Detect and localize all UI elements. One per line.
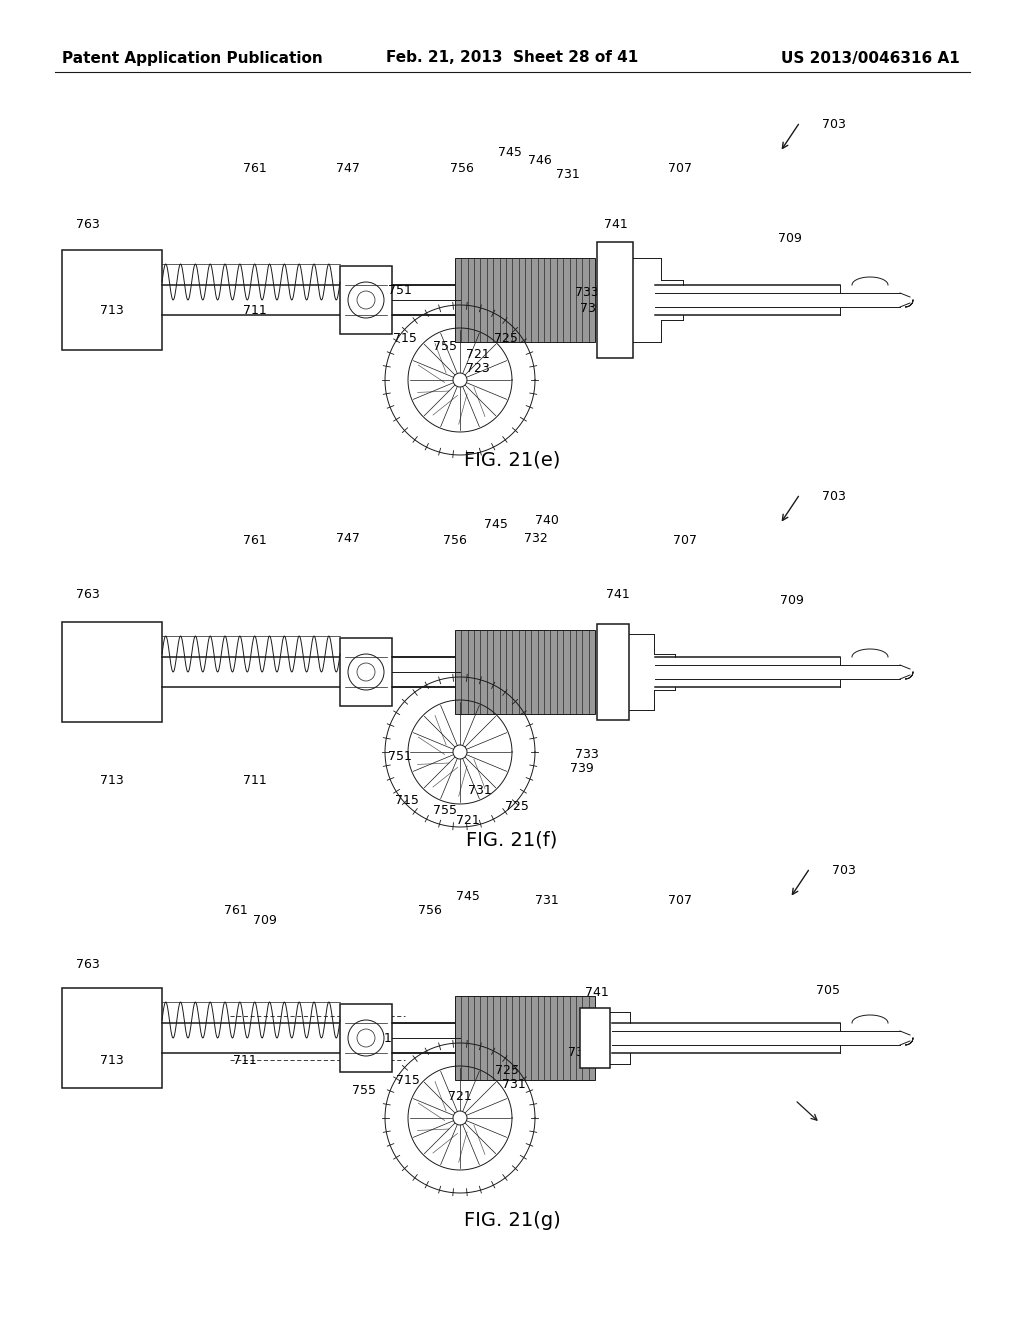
Text: 761: 761 [243, 533, 267, 546]
Text: 747: 747 [336, 161, 360, 174]
Text: 731: 731 [536, 894, 559, 907]
Text: 746: 746 [528, 153, 552, 166]
Text: 713: 713 [100, 774, 124, 787]
Text: 755: 755 [352, 1084, 376, 1097]
Circle shape [348, 282, 384, 318]
Circle shape [357, 290, 375, 309]
Bar [62, 987, 162, 1088]
Text: 763: 763 [76, 958, 100, 972]
Text: 711: 711 [233, 1053, 257, 1067]
Text: 703: 703 [822, 491, 846, 503]
Text: 755: 755 [433, 804, 457, 817]
Bar [340, 1005, 392, 1072]
Text: 733: 733 [568, 1045, 592, 1059]
Text: 713: 713 [100, 1053, 124, 1067]
Text: 715: 715 [396, 1073, 420, 1086]
Text: 725: 725 [495, 1064, 519, 1077]
Text: 703: 703 [831, 865, 856, 878]
Text: 725: 725 [494, 331, 518, 345]
Text: 741: 741 [585, 986, 609, 998]
Text: 756: 756 [418, 903, 442, 916]
Text: 731: 731 [502, 1077, 526, 1090]
Circle shape [453, 744, 467, 759]
Text: 725: 725 [505, 800, 529, 813]
Bar [62, 622, 162, 722]
Text: 761: 761 [224, 903, 248, 916]
Circle shape [348, 1020, 384, 1056]
Text: 709: 709 [778, 231, 802, 244]
Text: 739: 739 [581, 301, 604, 314]
Text: 747: 747 [336, 532, 360, 544]
Text: FIG. 21(f): FIG. 21(f) [466, 830, 558, 850]
Circle shape [348, 653, 384, 690]
Bar [597, 242, 633, 358]
Bar [580, 1008, 610, 1068]
Text: 755: 755 [433, 339, 457, 352]
Text: 731: 731 [468, 784, 492, 796]
Text: 745: 745 [456, 890, 480, 903]
Text: 707: 707 [668, 161, 692, 174]
Text: 711: 711 [243, 774, 267, 787]
Circle shape [357, 663, 375, 681]
Text: 756: 756 [443, 533, 467, 546]
Text: 756: 756 [451, 161, 474, 174]
Bar [62, 249, 162, 350]
Bar [455, 997, 595, 1080]
Text: 740: 740 [536, 515, 559, 528]
Text: 731: 731 [556, 168, 580, 181]
Text: 745: 745 [484, 517, 508, 531]
Bar [340, 638, 392, 706]
Text: Feb. 21, 2013  Sheet 28 of 41: Feb. 21, 2013 Sheet 28 of 41 [386, 50, 638, 66]
Text: 703: 703 [822, 119, 846, 132]
Text: 761: 761 [243, 161, 267, 174]
Circle shape [453, 374, 467, 387]
Text: 733: 733 [575, 747, 599, 760]
Bar [597, 624, 629, 719]
Text: 707: 707 [668, 894, 692, 907]
Text: 751: 751 [388, 284, 412, 297]
Bar [455, 257, 595, 342]
Text: FIG. 21(e): FIG. 21(e) [464, 450, 560, 470]
Text: US 2013/0046316 A1: US 2013/0046316 A1 [781, 50, 961, 66]
Text: 707: 707 [673, 533, 697, 546]
Text: 721: 721 [466, 347, 489, 360]
Text: FIG. 21(g): FIG. 21(g) [464, 1210, 560, 1229]
Text: 745: 745 [498, 147, 522, 160]
Text: 721: 721 [449, 1089, 472, 1102]
Text: 709: 709 [253, 913, 276, 927]
Text: 741: 741 [606, 589, 630, 602]
Text: 709: 709 [780, 594, 804, 606]
Bar [340, 267, 392, 334]
Text: 751: 751 [368, 1031, 392, 1044]
Text: 713: 713 [100, 304, 124, 317]
Text: 705: 705 [816, 983, 840, 997]
Circle shape [357, 1030, 375, 1047]
Text: 723: 723 [466, 362, 489, 375]
Text: 763: 763 [76, 219, 100, 231]
Text: 739: 739 [570, 763, 594, 776]
Text: 741: 741 [604, 219, 628, 231]
Text: 715: 715 [395, 793, 419, 807]
Circle shape [453, 1111, 467, 1125]
Text: 733: 733 [575, 285, 599, 298]
Text: 763: 763 [76, 589, 100, 602]
Bar [455, 630, 595, 714]
Text: 711: 711 [243, 304, 267, 317]
Text: 751: 751 [388, 750, 412, 763]
Text: 721: 721 [456, 813, 480, 826]
Text: Patent Application Publication: Patent Application Publication [62, 50, 323, 66]
Text: 715: 715 [393, 331, 417, 345]
Text: 732: 732 [524, 532, 548, 544]
